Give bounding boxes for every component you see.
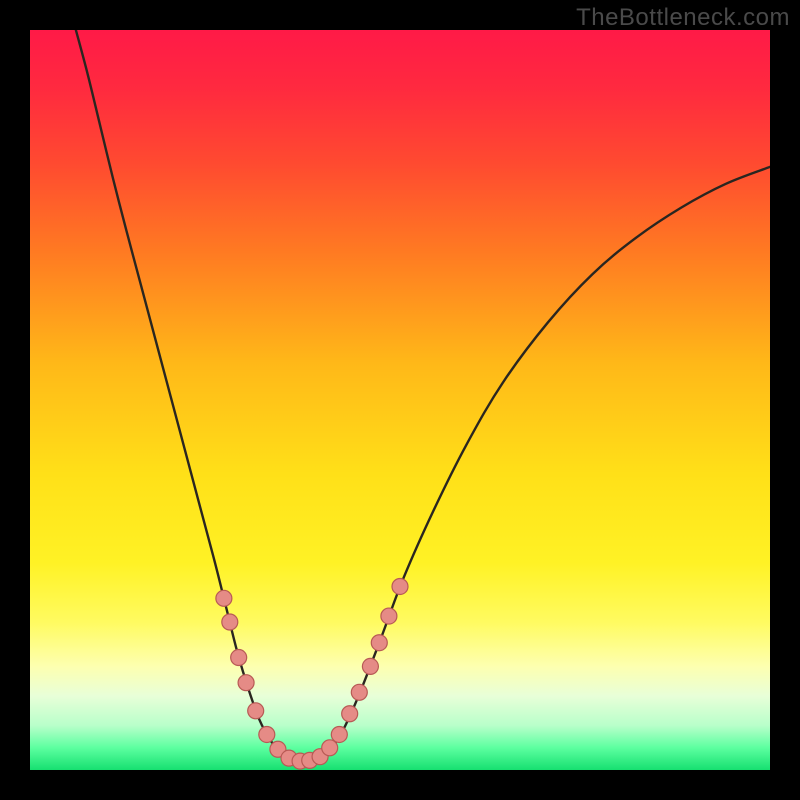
data-point (362, 658, 378, 674)
data-point (231, 650, 247, 666)
data-point (371, 635, 387, 651)
data-point (392, 578, 408, 594)
data-point (259, 726, 275, 742)
gradient-background (30, 30, 770, 770)
data-point (351, 684, 367, 700)
chart-svg (30, 30, 770, 770)
watermark-label: TheBottleneck.com (576, 4, 790, 32)
data-point (222, 614, 238, 630)
data-point (342, 706, 358, 722)
data-point (381, 608, 397, 624)
data-point (248, 703, 264, 719)
plot-area (30, 30, 770, 770)
chart-frame: TheBottleneck.com (0, 0, 800, 800)
data-point (322, 740, 338, 756)
data-point (238, 675, 254, 691)
data-point (331, 726, 347, 742)
data-point (216, 590, 232, 606)
